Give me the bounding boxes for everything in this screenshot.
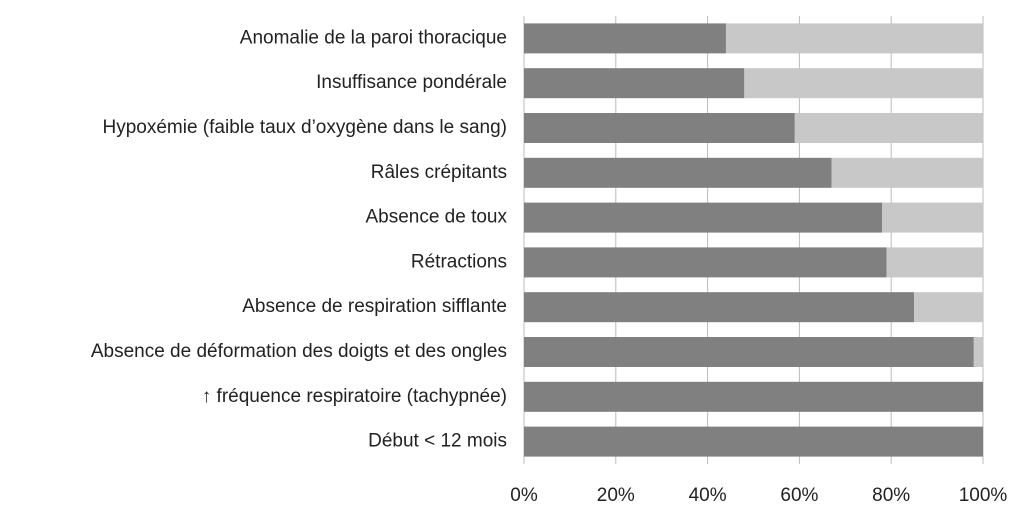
x-tick-label: 20%	[597, 485, 635, 506]
x-tick-label: 100%	[959, 485, 1008, 506]
y-tick-label: Hypoxémie (faible taux d’oxygène dans le…	[102, 117, 507, 138]
y-tick-label: Anomalie de la paroi thoracique	[240, 27, 507, 48]
y-tick-label: Absence de toux	[365, 207, 507, 228]
bar-segment	[524, 157, 832, 188]
x-tick-label: 40%	[689, 485, 727, 506]
bar-segment	[725, 23, 983, 54]
y-tick-label: Absence de déformation des doigts et des…	[91, 341, 507, 362]
y-tick-label: Absence de respiration sifflante	[242, 296, 507, 317]
bar-segment	[882, 202, 983, 233]
bar-segment	[831, 157, 983, 188]
x-tick-label: 60%	[780, 485, 818, 506]
y-tick-label: Insuffisance pondérale	[316, 72, 507, 93]
y-tick-label: Début < 12 mois	[368, 431, 507, 452]
bar-segment	[914, 292, 983, 323]
bar-segment	[524, 202, 883, 233]
bar-segment	[973, 337, 983, 367]
x-tick-label: 80%	[872, 485, 910, 506]
bar-segment	[524, 113, 795, 143]
bar-segment	[524, 247, 887, 278]
bar-segment	[524, 23, 726, 54]
y-tick-label: Rétractions	[411, 251, 507, 272]
y-tick-label: ↑ fréquence respiratoire (tachypnée)	[202, 386, 507, 407]
bar-segment	[524, 337, 974, 367]
bar-segment	[744, 68, 983, 99]
y-tick-label: Râles crépitants	[371, 162, 507, 183]
bar-segment	[524, 426, 983, 457]
bar-segment	[524, 68, 745, 99]
bar-segment	[886, 247, 983, 278]
bar-segment	[524, 292, 915, 323]
bar-segment	[794, 113, 983, 143]
bar-segment	[524, 381, 983, 412]
x-tick-label: 0%	[510, 485, 538, 506]
